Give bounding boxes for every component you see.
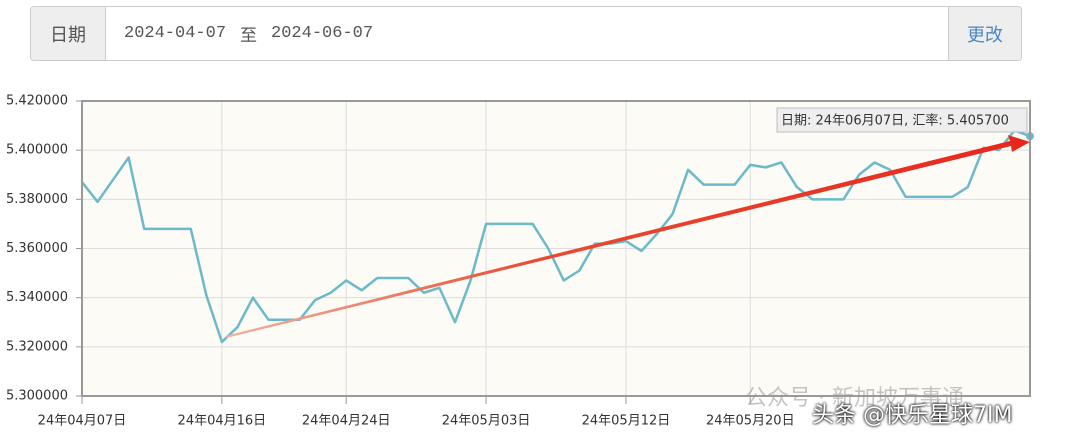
- date-bar: 日期 2024-04-07 至 2024-06-07 更改: [30, 6, 1022, 61]
- y-tick-label: 5.360000: [6, 241, 68, 256]
- trend-arrow: [225, 135, 1030, 338]
- y-tick-label: 5.400000: [6, 143, 68, 158]
- change-button[interactable]: 更改: [948, 7, 1021, 60]
- tooltip-box: [776, 107, 1028, 133]
- x-tick-label: 24年05月03日: [442, 414, 531, 429]
- x-tick-label: 24年04月16日: [178, 414, 267, 429]
- x-tick-label: 24年04月24日: [302, 414, 391, 429]
- date-input[interactable]: 2024-04-07 至 2024-06-07: [106, 7, 948, 60]
- y-tick-label: 5.380000: [6, 192, 68, 207]
- y-tick-label: 5.300000: [6, 389, 68, 404]
- watermark: 公众号 · 新加坡万事通: [745, 386, 964, 411]
- x-tick-label: 24年04月07日: [38, 414, 127, 429]
- watermark: 头条 @快乐星球7IM: [812, 403, 1013, 428]
- x-tick-label: 24年05月12日: [582, 414, 671, 429]
- y-tick-label: 5.340000: [6, 290, 68, 305]
- series-line: [81, 129, 1031, 344]
- y-tick-label: 5.320000: [6, 339, 68, 354]
- date-label: 日期: [31, 7, 106, 60]
- end-date: 2024-06-07: [271, 24, 374, 43]
- x-tick-label: 24年05月20日: [706, 414, 795, 429]
- y-tick-label: 5.420000: [6, 94, 68, 109]
- start-date: 2024-04-07: [124, 24, 227, 43]
- tooltip: 日期: 24年06月07日, 汇率: 5.405700: [781, 113, 1009, 129]
- separator: 至: [240, 27, 258, 47]
- plot-border: [81, 100, 1031, 397]
